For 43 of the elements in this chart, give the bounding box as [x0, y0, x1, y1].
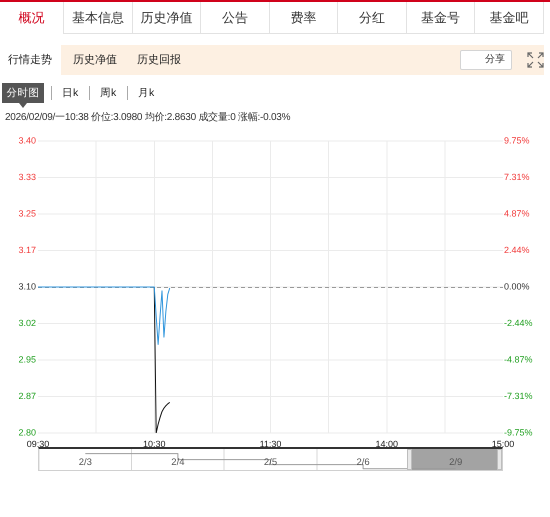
text: 费率 — [290, 10, 316, 25]
x-tick-label: 10:30 — [142, 438, 166, 449]
x-tick-label: 15:00 — [492, 438, 514, 449]
y2-tick-label: -2.44% — [504, 318, 533, 328]
x-tick-label: 2/6 — [356, 457, 370, 468]
x-tick-label: 09:30 — [26, 438, 50, 449]
text: 历史净值 — [140, 10, 192, 25]
y-tick-label: 2.95 — [18, 354, 36, 364]
text: 行情走势 — [8, 52, 52, 68]
y2-tick-label: 9.75% — [504, 135, 530, 146]
y2-tick-label: -4.87% — [504, 354, 533, 364]
text: 日k — [62, 86, 78, 101]
y-tick-label: 3.33 — [18, 172, 36, 182]
y-tick-label: 2.80 — [18, 427, 36, 438]
y2-tick-label: 2.44% — [504, 244, 530, 255]
x-tick-label: 2/4 — [171, 457, 185, 468]
y2-tick-label: -9.75% — [504, 427, 533, 438]
text: 概况 — [18, 10, 44, 25]
y2-tick-label: -7.31% — [504, 390, 533, 401]
text: 基金号 — [421, 10, 460, 25]
text: 分时图 — [2, 83, 44, 103]
text: 基金吧 — [490, 10, 529, 25]
text: 基本信息 — [72, 10, 124, 25]
chart-subtitle: 2026/02/09/一10:38 价位:3.0980 均价:2.8630 成交量:0 涨幅:-0.03% — [5, 111, 290, 124]
text: 公告 — [222, 10, 248, 25]
tab-bar: 历史净值 历史回报 分享 — [61, 45, 544, 75]
y2-tick-label: 4.87% — [504, 208, 530, 218]
y2-tick-label: 0.00% — [504, 281, 530, 292]
y2-tick-label: 7.31% — [504, 172, 530, 182]
text: 分红 — [359, 10, 386, 25]
y-tick-label: 3.25 — [18, 208, 36, 218]
y-tick-label: 3.10 — [18, 281, 36, 292]
y-tick-label: 3.17 — [18, 244, 36, 255]
text: 周k — [100, 86, 116, 101]
x-tick-label: 2/9 — [449, 457, 462, 468]
y-tick-label: 2.87 — [18, 390, 36, 401]
share-button: 分享 — [460, 50, 512, 70]
y-tick-label: 3.02 — [18, 318, 36, 328]
y-tick-label: 3.40 — [18, 135, 36, 146]
x-tick-label: 2/3 — [78, 457, 92, 468]
x-tick-label: 14:00 — [375, 438, 398, 449]
x-tick-label: 11:30 — [260, 438, 282, 449]
text: 月k — [138, 86, 154, 101]
